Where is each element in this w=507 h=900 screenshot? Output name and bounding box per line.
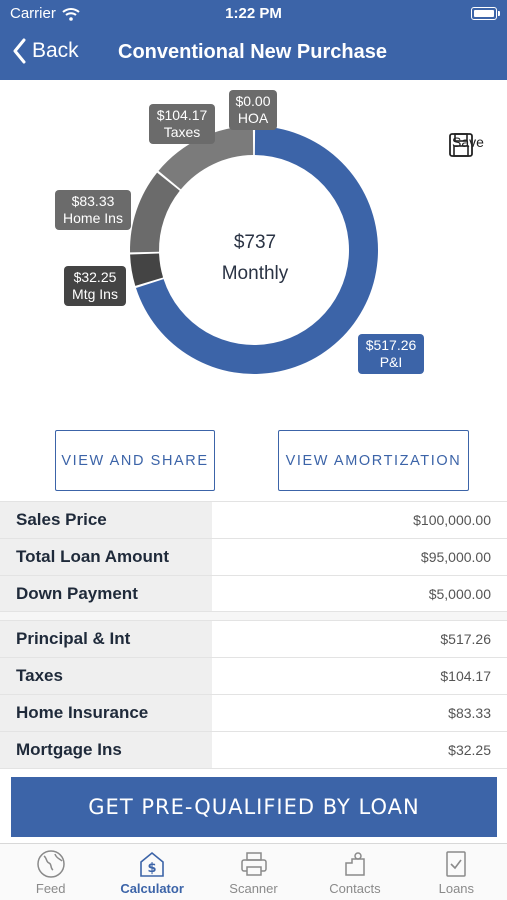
tab-loans[interactable]: Loans (406, 844, 507, 900)
tab-calculator[interactable]: $ Calculator (101, 844, 202, 900)
row-value: $100,000.00 (413, 512, 491, 528)
tab-label: Scanner (229, 881, 278, 896)
monthly-amount: $737 (233, 232, 277, 253)
tab-label: Contacts (329, 881, 381, 896)
section-divider (0, 611, 507, 621)
row-value: $517.26 (440, 631, 491, 647)
row-label: Down Payment (0, 576, 212, 612)
label-taxes: $104.17 Taxes (149, 104, 215, 144)
back-button[interactable]: Back (12, 38, 79, 64)
home-ins-name: Home Ins (63, 210, 123, 226)
table-row: Total Loan Amount $95,000.00 (0, 539, 507, 576)
pi-name: P&I (379, 354, 403, 370)
table-row: Down Payment $5,000.00 (0, 576, 507, 613)
donut-slice-taxes (158, 126, 254, 190)
carrier-label: Carrier (10, 5, 56, 22)
tab-label: Calculator (120, 881, 184, 896)
row-label: Taxes (0, 658, 212, 694)
contacts-icon (345, 852, 365, 876)
table-row: Sales Price $100,000.00 (0, 502, 507, 539)
label-principal-interest: $517.26 P&I (358, 334, 424, 374)
table-row: Mortgage Ins $32.25 (0, 732, 507, 769)
label-hoa: $0.00 HOA (229, 90, 277, 130)
label-home-ins: $83.33 Home Ins (55, 190, 131, 230)
mtg-ins-name: Mtg Ins (72, 286, 118, 302)
view-and-share-button[interactable]: VIEW AND SHARE (55, 430, 215, 491)
tab-bar: Feed $ Calculator Scanner Contacts Loans (0, 843, 507, 900)
battery-icon (471, 7, 500, 20)
payment-breakdown-table: Principal & Int $517.26 Taxes $104.17 Ho… (0, 621, 507, 769)
tab-contacts[interactable]: Contacts (304, 844, 405, 900)
view-amortization-button[interactable]: VIEW AMORTIZATION (278, 430, 469, 491)
pi-amount: $517.26 (365, 337, 417, 353)
table-row: Home Insurance $83.33 (0, 695, 507, 732)
calculator-icon: $ (140, 851, 164, 877)
row-label: Home Insurance (0, 695, 212, 731)
tab-feed[interactable]: Feed (0, 844, 101, 900)
top-bar: Carrier 1:22 PM Back Conventional New Pu… (0, 0, 507, 80)
row-label: Sales Price (0, 502, 212, 538)
hoa-name: HOA (237, 110, 269, 126)
monthly-label: Monthly (221, 263, 289, 284)
loan-summary-table: Sales Price $100,000.00 Total Loan Amoun… (0, 501, 507, 613)
row-label: Total Loan Amount (0, 539, 212, 575)
svg-text:$: $ (148, 861, 157, 876)
row-value: $32.25 (448, 742, 491, 758)
get-pre-qualified-button[interactable]: GET PRE-QUALIFIED BY LOAN (11, 777, 497, 837)
mtg-ins-amount: $32.25 (73, 269, 117, 285)
floppy-disk-icon (449, 133, 473, 157)
home-ins-amount: $83.33 (71, 193, 115, 209)
page-title: Conventional New Purchase (118, 41, 387, 63)
hoa-amount: $0.00 (235, 93, 271, 109)
save-button[interactable]: Save (448, 132, 488, 157)
tab-scanner[interactable]: Scanner (203, 844, 304, 900)
payment-chart: $737 Monthly $104.17 Taxes $0.00 HOA $83… (0, 80, 507, 420)
document-check-icon (446, 851, 467, 877)
carrier-indicator: Carrier (10, 5, 80, 22)
printer-icon (240, 852, 267, 876)
tab-label: Feed (35, 881, 66, 896)
row-label: Mortgage Ins (0, 732, 212, 768)
donut-slice-home-ins (130, 172, 180, 253)
tab-label: Loans (438, 881, 475, 896)
table-row: Principal & Int $517.26 (0, 621, 507, 658)
row-value: $104.17 (440, 668, 491, 684)
row-value: $5,000.00 (428, 586, 491, 602)
globe-icon (36, 850, 65, 878)
row-label: Principal & Int (0, 621, 212, 657)
donut-chart (130, 126, 378, 374)
back-label: Back (32, 39, 79, 62)
chevron-left-icon (13, 38, 26, 64)
status-time: 1:22 PM (225, 5, 282, 22)
row-value: $95,000.00 (420, 549, 491, 565)
table-row: Taxes $104.17 (0, 658, 507, 695)
taxes-name: Taxes (163, 124, 201, 140)
status-bar: Carrier 1:22 PM (0, 0, 507, 28)
taxes-amount: $104.17 (156, 107, 208, 123)
nav-bar: Back Conventional New Purchase (0, 28, 507, 80)
row-value: $83.33 (448, 705, 491, 721)
label-mtg-ins: $32.25 Mtg Ins (64, 266, 126, 306)
donut-slice-mortgage-ins (130, 253, 164, 286)
wifi-icon (62, 7, 80, 21)
